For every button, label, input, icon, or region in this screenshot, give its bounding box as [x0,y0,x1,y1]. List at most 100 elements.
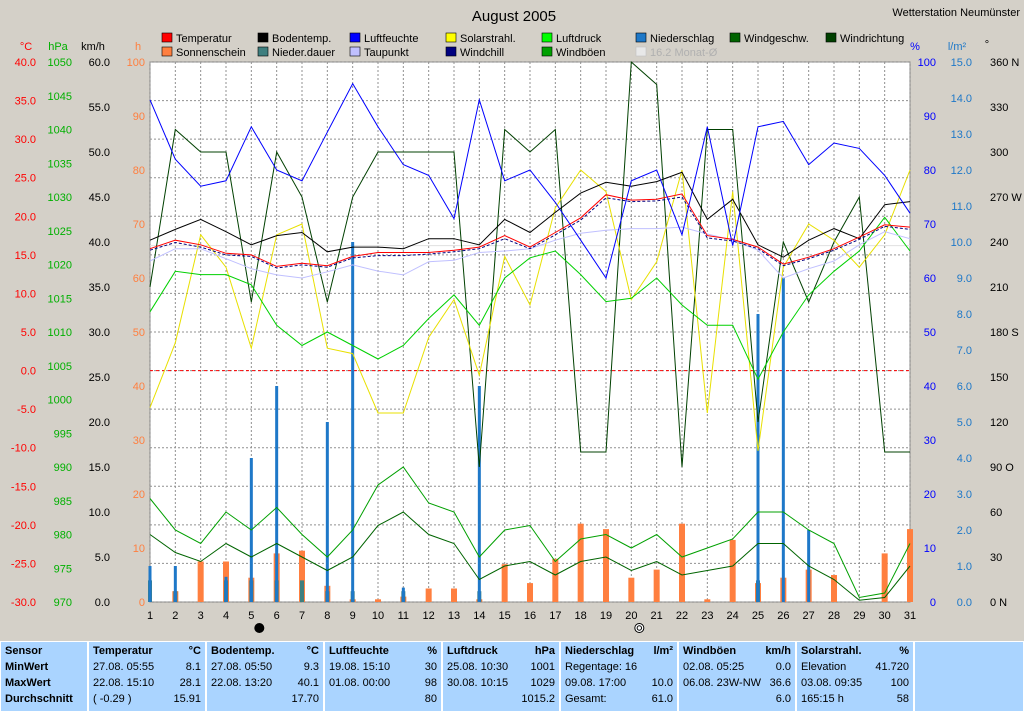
stats-cell-value: % [899,645,909,657]
stats-cell-label: Niederschlag [565,645,635,657]
axis-tick-rain: 12.0 [951,165,972,177]
axis-tick-wind: 60.0 [89,57,110,69]
stats-cell-label: Elevation [801,661,847,673]
legend-swatch [257,32,269,43]
axis-tick-dir: 120 [990,417,1008,429]
new-moon-icon [254,623,265,633]
precip-bar [275,386,279,602]
axis-tick-humidity: 10 [924,543,936,555]
stats-table: Sensor MinWert MaxWert Durchschnitt Temperat… [0,641,1024,712]
stats-cell-label: 27.08. 05:50 [211,661,273,673]
series-lines [149,60,911,601]
series-solarstrahl- [149,169,911,451]
x-tick-label: 7 [299,610,305,622]
axis-tick-sun: 60 [133,273,145,285]
stats-panel: Niederschlag l/m² Regentage: 16 09.08. 17:0… [561,642,677,711]
precip-bar [224,576,228,602]
sunshine-bar [603,529,609,602]
axis-unit-pressure: hPa [48,41,68,53]
stats-cell-value: 98 [424,677,437,689]
axis-tick-dir: 90 O [990,462,1014,474]
legend-label: Taupunkt [364,47,409,59]
axis-tick-sun: 0 [139,597,145,609]
series-windgeschw- [149,511,911,601]
x-tick-label: 19 [600,610,612,622]
stats-cell-label: Regentage: 16 [565,661,638,673]
axis-tick-dir: 180 S [990,327,1019,339]
axis-tick-temp: -5.0 [17,404,36,416]
legend-label: Solarstrahl. [460,33,516,45]
sunshine-bar [653,569,660,602]
axis-tick-rain: 10.0 [951,237,972,249]
sunshine-bar [197,561,204,602]
axis-tick-temp: -25.0 [11,558,36,570]
axis-tick-temp: 30.0 [15,134,36,146]
stats-cell-label: Luftfeuchte [329,645,389,657]
x-tick-label: 10 [372,610,384,622]
axis-tick-wind: 10.0 [89,507,110,519]
legend-swatch [445,46,457,57]
stats-cell-value: 61.0 [651,693,673,705]
series-temperatur [149,193,911,267]
x-tick-label: 2 [172,610,178,622]
stats-panel: Bodentemp. °C 27.08. 05:50 9.3 22.08. 13:20 4… [207,642,323,711]
series-bodentemp- [149,171,911,258]
x-tick-label: 1 [147,610,153,622]
legend-swatch [349,32,361,43]
sunshine-bar [451,588,457,602]
legend-label: Niederschlag [650,33,714,45]
axis-tick-temp: 20.0 [15,211,36,223]
stats-cell-label: 165:15 h [801,693,844,705]
axis-tick-humidity: 40 [924,381,936,393]
sunshine-bar [881,553,888,602]
stats-cell-value: km/h [765,645,791,657]
axis-tick-temp: 35.0 [15,96,36,108]
x-tick-label: 29 [853,610,865,622]
sunshine-bar [375,599,381,602]
x-tick-label: 4 [223,610,229,622]
legend-label: Luftdruck [556,33,602,45]
stats-panel-empty [915,642,1023,711]
axis-tick-rain: 14.0 [951,93,972,105]
sunshine-bar [527,583,533,602]
stats-cell-label: Gesamt: [565,693,607,705]
stats-cell-value: 30 [424,661,437,673]
stats-cell-label: Windböen [683,645,737,657]
axis-tick-humidity: 0 [930,597,936,609]
axis-tick-dir: 330 [990,102,1008,114]
stats-cell-value: °C [306,645,319,657]
legend-label: 16.2 Monat-Ø [650,47,718,59]
axis-tick-pressure: 1015 [48,293,72,305]
legend-swatch [541,46,553,57]
axis-tick-sun: 20 [133,489,145,501]
stats-cell-label: 30.08. 10:15 [447,677,509,689]
stats-cell-label: 03.08. 09:35 [801,677,863,689]
axis-tick-humidity: 100 [918,57,936,69]
stats-cell-value: l/m² [653,645,673,657]
x-tick-label: 20 [625,610,637,622]
stats-cell-label: 25.08. 10:30 [447,661,509,673]
x-tick-label: 11 [398,610,409,622]
x-tick-label: 16 [524,610,536,622]
x-tick-label: 31 [904,610,916,622]
stats-cell-value: 10.0 [651,677,673,689]
series-windchill [149,196,911,269]
axis-tick-wind: 15.0 [89,462,110,474]
axis-tick-pressure: 1040 [48,125,72,137]
stats-cell-label: 09.08. 17:00 [565,677,627,689]
precip-bar [781,278,785,602]
axis-tick-wind: 50.0 [89,147,110,159]
axis-tick-wind: 55.0 [89,102,110,114]
axis-tick-dir: 270 W [990,192,1022,204]
stats-cell-label: MinWert [5,661,49,673]
stats-cell-label: 06.08. 23W-NW [683,677,762,689]
axes: 40.035.030.025.020.015.010.05.00.0-5.0-1… [11,39,1022,633]
stats-cell-value: 100 [890,677,909,689]
legend-label: Windrichtung [840,33,904,45]
stats-cell-value: 1029 [530,677,555,689]
stats-panel: Sensor MinWert MaxWert Durchschnitt [1,642,87,711]
stats-cell-label: 19.08. 15:10 [329,661,391,673]
legend-swatch [161,32,173,43]
stats-cell-value: 36.6 [769,677,791,689]
axis-tick-dir: 0 N [990,597,1007,609]
